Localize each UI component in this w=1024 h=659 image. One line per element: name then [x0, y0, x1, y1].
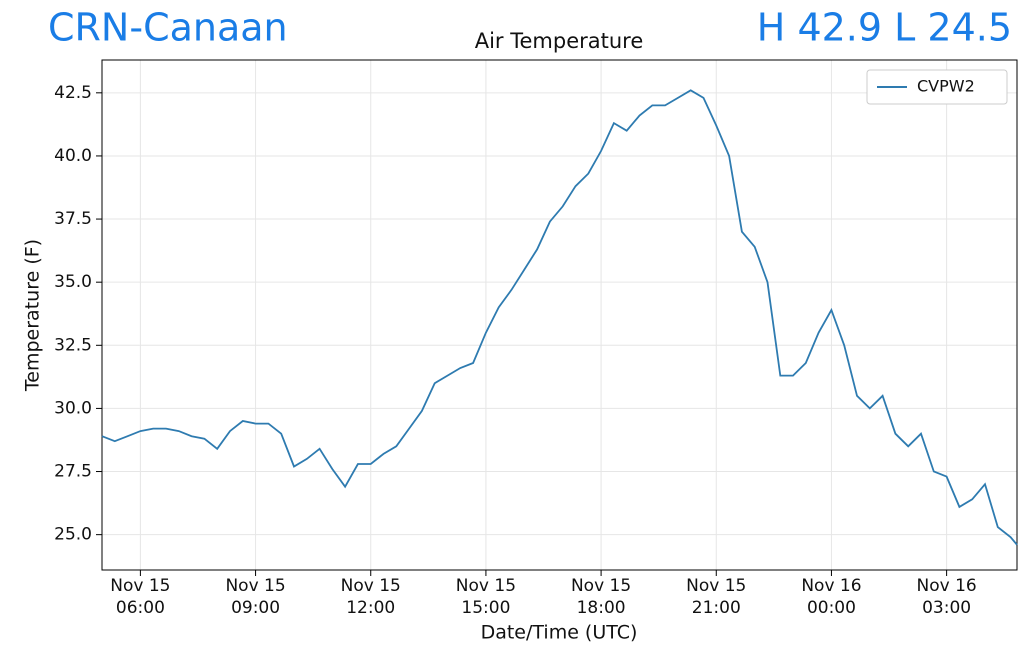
x-tick-label: Nov 16	[917, 576, 977, 596]
y-tick-label: 27.5	[54, 462, 92, 482]
x-tick-label: Nov 15	[225, 576, 285, 596]
x-tick-label: Nov 16	[801, 576, 861, 596]
x-tick-label: 21:00	[692, 598, 741, 618]
station-name: CRN-Canaan	[48, 6, 288, 50]
x-tick-label: 09:00	[231, 598, 280, 618]
x-axis-label: Date/Time (UTC)	[481, 622, 638, 644]
x-tick-label: Nov 15	[341, 576, 401, 596]
y-tick-label: 42.5	[54, 83, 92, 103]
x-tick-label: Nov 15	[571, 576, 631, 596]
x-tick-label: 03:00	[922, 598, 971, 618]
extremes: H 42.9 L 24.5	[757, 6, 1012, 50]
y-tick-label: 40.0	[54, 146, 92, 166]
plot-frame	[101, 59, 1018, 571]
x-tick-label: Nov 15	[686, 576, 746, 596]
y-axis-label: Temperature (F)	[22, 239, 44, 392]
y-tick-label: 30.0	[54, 398, 92, 418]
x-tick-label: Nov 15	[110, 576, 170, 596]
y-tick-label: 37.5	[54, 209, 92, 229]
x-tick-label: 06:00	[116, 598, 165, 618]
chart-title: Air Temperature	[475, 29, 644, 53]
y-tick-label: 25.0	[54, 525, 92, 545]
x-tick-label: 18:00	[577, 598, 626, 618]
y-tick-label: 35.0	[54, 272, 92, 292]
legend-label: CVPW2	[917, 77, 975, 96]
x-tick-label: Nov 15	[456, 576, 516, 596]
x-tick-label: 00:00	[807, 598, 856, 618]
data-line	[101, 89, 1018, 546]
x-tick-label: 15:00	[461, 598, 510, 618]
y-tick-label: 32.5	[54, 335, 92, 355]
x-tick-label: 12:00	[346, 598, 395, 618]
legend-box	[866, 69, 1008, 105]
